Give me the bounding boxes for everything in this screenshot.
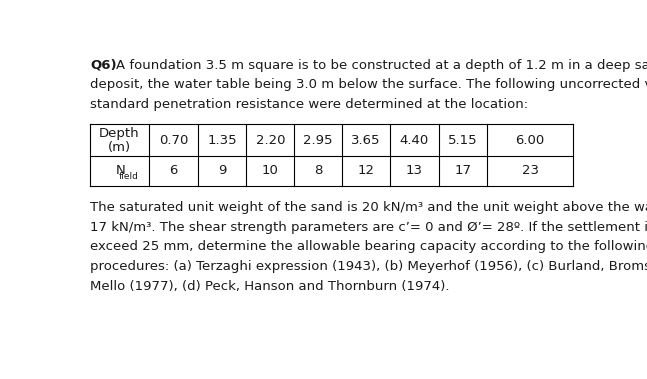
Text: (m): (m) — [108, 141, 131, 154]
Text: 17 kN/m³. The shear strength parameters are c’= 0 and Ø’= 28º. If the settlement: 17 kN/m³. The shear strength parameters … — [90, 221, 647, 233]
Text: 6.00: 6.00 — [516, 134, 545, 147]
Text: 3.65: 3.65 — [351, 134, 380, 147]
Text: 4.40: 4.40 — [400, 134, 429, 147]
Text: The saturated unit weight of the sand is 20 kN/m³ and the unit weight above the : The saturated unit weight of the sand is… — [90, 201, 647, 214]
Text: 13: 13 — [406, 164, 423, 177]
Text: 2.20: 2.20 — [256, 134, 285, 147]
Text: 10: 10 — [262, 164, 279, 177]
Text: procedures: (a) Terzaghi expression (1943), (b) Meyerhof (1956), (c) Burland, Br: procedures: (a) Terzaghi expression (194… — [90, 260, 647, 273]
Text: 6: 6 — [170, 164, 178, 177]
Text: Q6): Q6) — [90, 59, 116, 72]
Text: 5.15: 5.15 — [448, 134, 477, 147]
Text: 9: 9 — [218, 164, 226, 177]
Text: exceed 25 mm, determine the allowable bearing capacity according to the followin: exceed 25 mm, determine the allowable be… — [90, 240, 647, 254]
Text: N: N — [115, 164, 126, 177]
Text: standard penetration resistance were determined at the location:: standard penetration resistance were det… — [90, 98, 528, 111]
Text: 0.70: 0.70 — [159, 134, 188, 147]
Text: field: field — [118, 172, 138, 181]
Text: 1.35: 1.35 — [208, 134, 237, 147]
Text: Depth: Depth — [99, 127, 140, 139]
Text: deposit, the water table being 3.0 m below the surface. The following uncorrecte: deposit, the water table being 3.0 m bel… — [90, 78, 647, 91]
Text: A foundation 3.5 m square is to be constructed at a depth of 1.2 m in a deep san: A foundation 3.5 m square is to be const… — [116, 59, 647, 72]
Text: 17: 17 — [454, 164, 472, 177]
Text: Mello (1977), (d) Peck, Hanson and Thornburn (1974).: Mello (1977), (d) Peck, Hanson and Thorn… — [90, 280, 450, 293]
Text: 23: 23 — [521, 164, 539, 177]
Text: 12: 12 — [357, 164, 374, 177]
Text: 8: 8 — [314, 164, 322, 177]
Text: 2.95: 2.95 — [303, 134, 333, 147]
